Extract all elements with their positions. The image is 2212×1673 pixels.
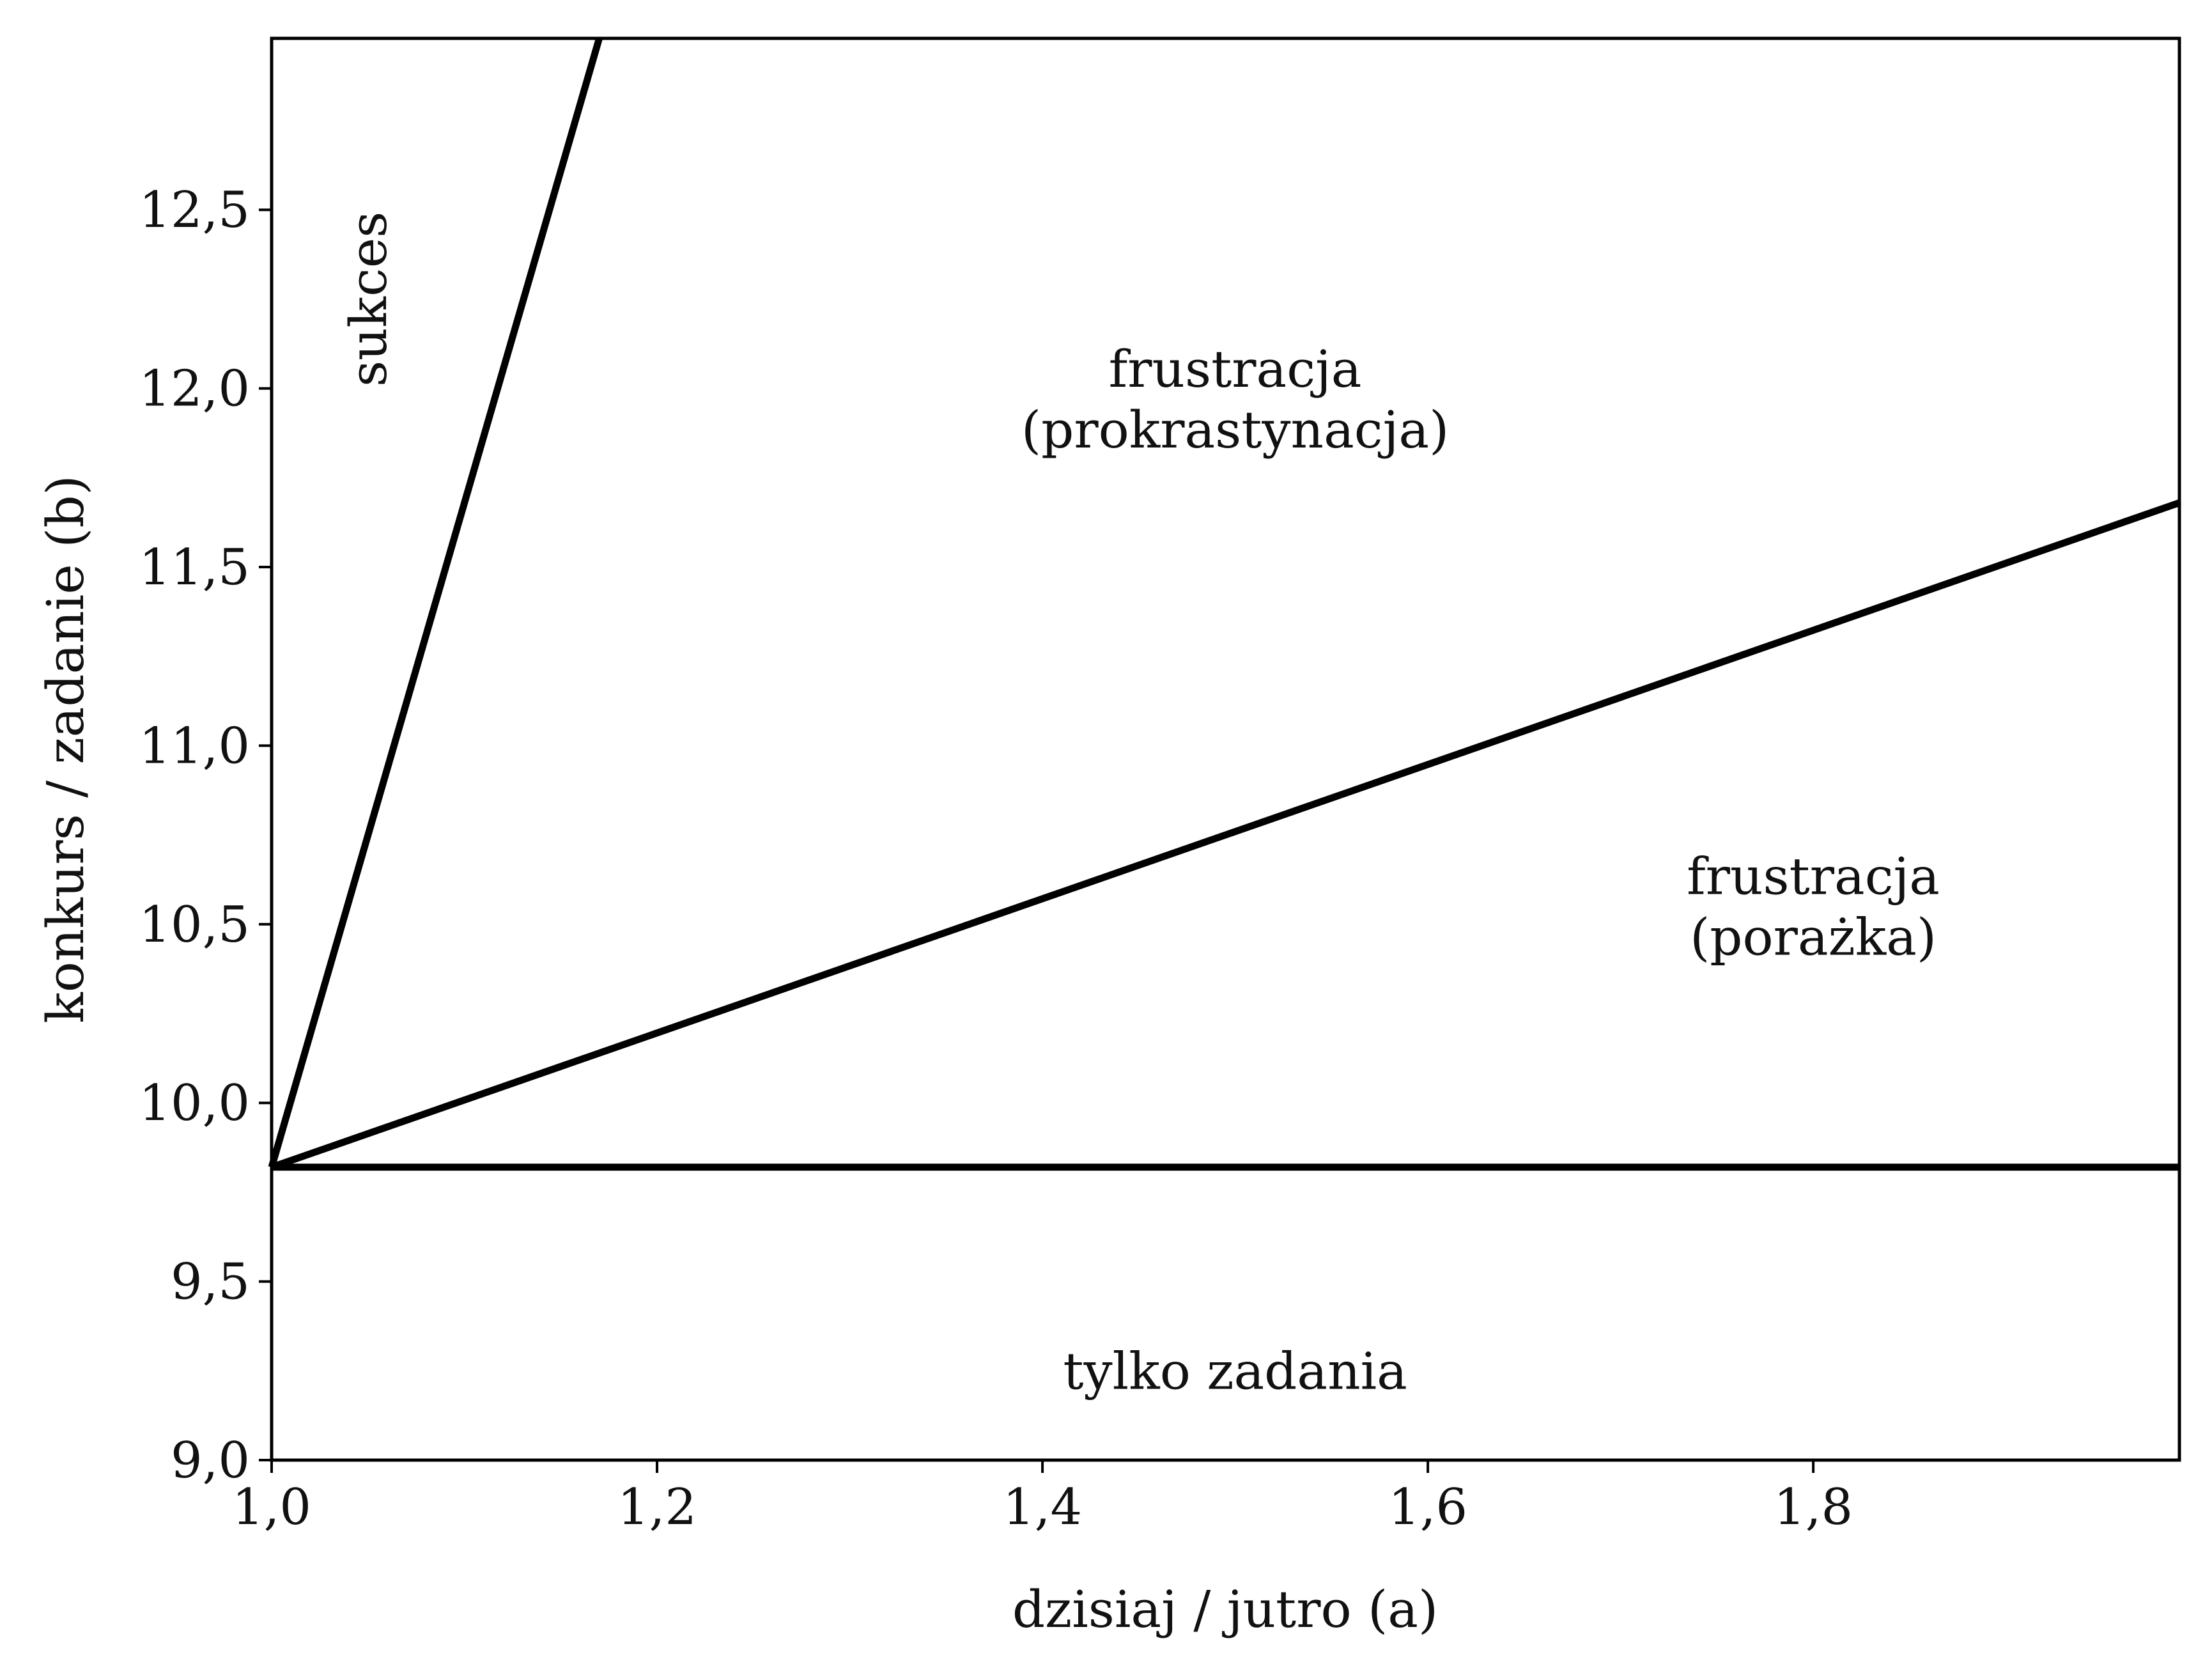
region-label-frustracja-porazka-line-0: frustracja xyxy=(1687,846,1940,906)
series-line-boundary-steep xyxy=(268,37,603,1169)
x-axis-label: dzisiaj / jutro (a) xyxy=(1012,1580,1438,1639)
region-label-tylko-zadania-line-0: tylko zadania xyxy=(1063,1341,1407,1401)
y-tick-label: 11,0 xyxy=(139,717,250,775)
y-axis-label: konkurs / zadanie (b) xyxy=(36,475,95,1023)
plot-frame xyxy=(270,36,2181,1462)
series-layer xyxy=(268,37,2181,1171)
x-axis: 1,0 1,2 1,4 1,6 1,8 xyxy=(232,1460,1853,1536)
y-axis: 9,0 9,5 10,0 10,5 11,0 11,5 12,0 12,5 xyxy=(139,182,272,1490)
annotation-layer: sukces frustracja(prokrastynacja)frustrac… xyxy=(339,212,1940,1401)
series-line-boundary-diagonal xyxy=(270,499,2181,1171)
y-tick-label: 12,5 xyxy=(139,182,250,239)
x-tick-label: 1,8 xyxy=(1774,1479,1853,1536)
y-tick-label: 9,5 xyxy=(171,1254,250,1311)
x-tick-label: 1,4 xyxy=(1003,1479,1082,1536)
region-label-frustracja-prokrastynacja-line-0: frustracja xyxy=(1109,339,1362,399)
x-tick-label: 1,2 xyxy=(617,1479,697,1536)
y-tick-label: 9,0 xyxy=(171,1432,250,1490)
region-label-frustracja-prokrastynacja-line-1: (prokrastynacja) xyxy=(1021,400,1449,460)
region-label-sukces: sukces xyxy=(339,212,398,387)
y-tick-label: 11,5 xyxy=(139,539,250,596)
x-tick-label: 1,0 xyxy=(232,1479,311,1536)
y-tick-label: 12,0 xyxy=(139,361,250,418)
region-label-frustracja-porazka-line-1: (porażka) xyxy=(1690,907,1937,967)
x-tick-label: 1,6 xyxy=(1388,1479,1467,1536)
y-tick-label: 10,0 xyxy=(139,1075,250,1132)
y-tick-label: 10,5 xyxy=(139,896,250,954)
